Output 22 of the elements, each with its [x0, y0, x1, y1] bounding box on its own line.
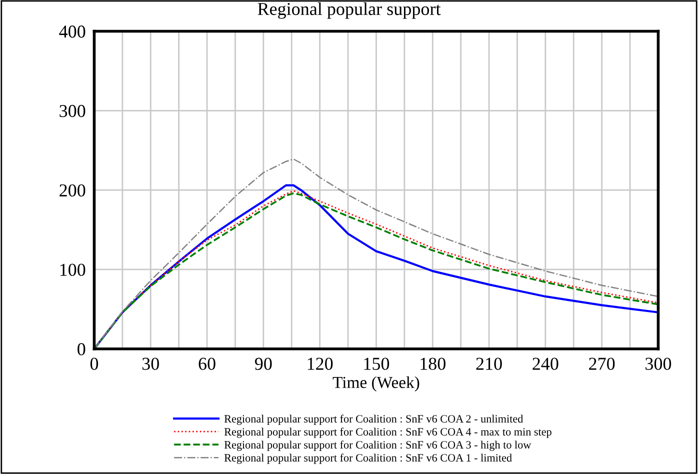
- legend-label: Regional popular support for Coalition : SnF v6 COA 4 - max to min step: [224, 428, 552, 438]
- x-tick-label: 300: [646, 358, 672, 370]
- y-tick-label: 200: [60, 184, 86, 197]
- x-tick-label: 150: [364, 358, 390, 370]
- x-axis-title: Time (Week): [332, 376, 420, 392]
- y-tick-label: 0: [78, 343, 86, 356]
- y-tick-label: 400: [59, 26, 86, 38]
- x-tick-label: 30: [142, 358, 159, 370]
- x-tick-label: 60: [198, 358, 216, 370]
- x-tick-label: 0: [90, 358, 98, 370]
- x-tick-label: 270: [589, 358, 615, 370]
- chart-title: Regional popular support: [258, 2, 441, 19]
- y-tick-label: 100: [60, 264, 86, 276]
- x-tick-label: 210: [476, 358, 502, 370]
- x-tick-label: 180: [420, 358, 446, 370]
- legend-label: Regional popular support for Coalition : SnF v6 COA 2 - unlimited: [224, 414, 524, 425]
- x-tick-label: 240: [532, 358, 558, 370]
- legend-label: Regional popular support for Coalition : SnF v6 COA 3 - high to low: [224, 440, 532, 451]
- y-tick-label: 300: [60, 104, 86, 118]
- x-tick-label: 120: [308, 358, 333, 370]
- legend-label: Regional popular support for Coalition : SnF v6 COA 1 - limited: [224, 454, 512, 464]
- x-tick-label: 90: [254, 358, 272, 370]
